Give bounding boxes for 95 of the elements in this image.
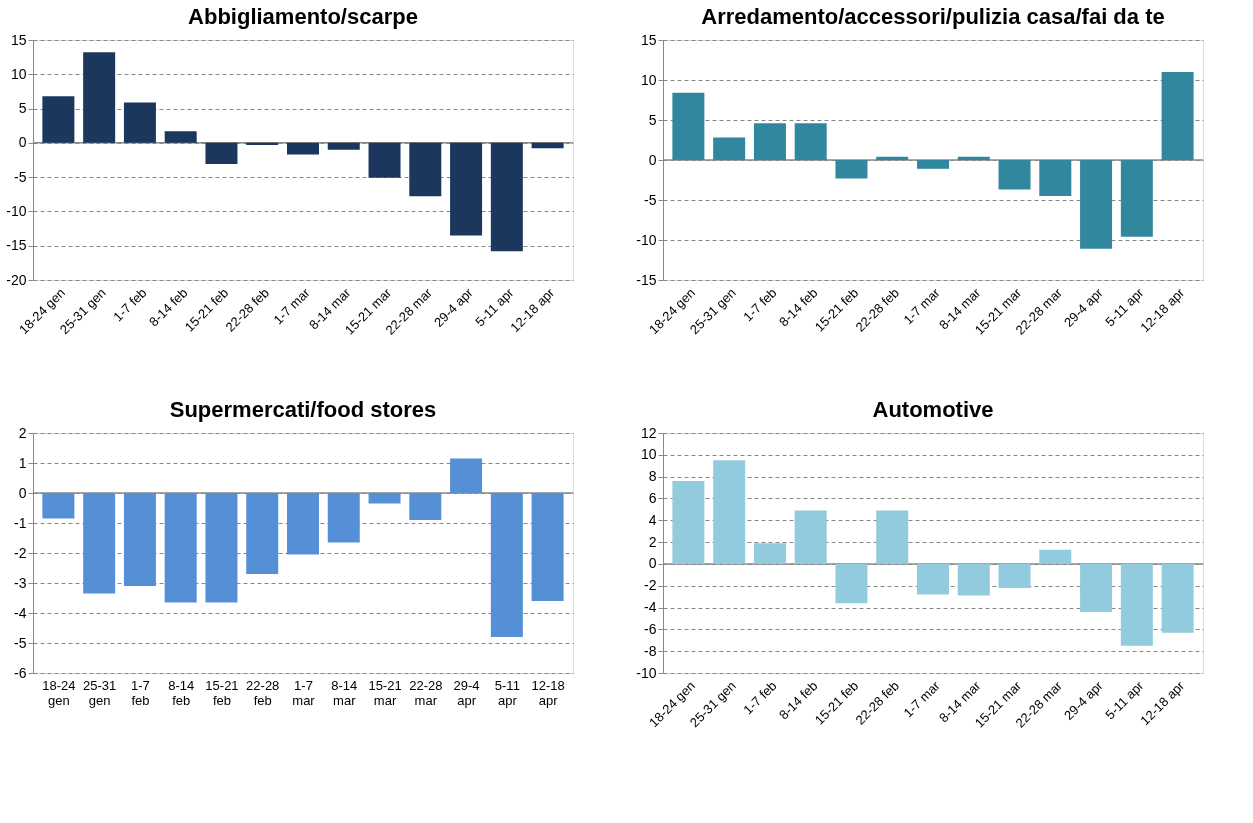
y-tick-label: -6 (644, 620, 657, 637)
y-tick-label: 0 (648, 555, 657, 572)
bar (368, 142, 401, 178)
y-tick-label: -5 (644, 191, 657, 208)
bar (1120, 160, 1153, 237)
bar (917, 160, 949, 169)
y-tick-label: 1 (18, 454, 27, 471)
x-tick-label: 5-11 apr (494, 677, 520, 708)
bar (998, 160, 1031, 190)
chart-title: Automotive (872, 397, 994, 422)
bar (672, 481, 705, 564)
y-tick-label: 6 (648, 489, 657, 506)
y-tick-label: 5 (648, 111, 657, 128)
x-tick-label: 22-28 mar (409, 677, 443, 708)
bar (1080, 160, 1113, 249)
bar (450, 142, 483, 236)
y-tick-label: 10 (640, 446, 657, 463)
bar (490, 142, 523, 252)
y-tick-label: -20 (6, 271, 27, 288)
x-tick-label: 1-7 feb (131, 677, 150, 708)
bar (164, 131, 197, 143)
y-tick-label: -8 (644, 642, 657, 659)
bar (794, 510, 827, 564)
bar (1080, 563, 1113, 612)
y-tick-label: 15 (640, 31, 657, 48)
bar (327, 142, 360, 150)
bar (753, 543, 786, 564)
y-tick-label: -5 (14, 168, 27, 185)
y-tick-label: 10 (10, 65, 27, 82)
x-tick-label: 1-7 mar (292, 677, 316, 708)
bar (957, 156, 990, 160)
x-tick-label: 25-31 gen (83, 677, 117, 708)
y-tick-label: -10 (6, 202, 27, 219)
bar (713, 137, 746, 160)
bar (753, 123, 786, 160)
bar (205, 142, 238, 165)
x-tick-label: 15-21 feb (205, 677, 239, 708)
bar (1120, 563, 1153, 646)
bar (957, 563, 990, 596)
y-tick-label: -15 (6, 237, 27, 254)
y-tick-label: -10 (636, 231, 657, 248)
y-tick-label: -4 (14, 604, 27, 621)
bar (794, 123, 827, 160)
y-tick-label: -2 (14, 544, 27, 561)
y-tick-label: -5 (14, 634, 27, 651)
y-tick-label: -2 (644, 577, 657, 594)
y-tick-label: 0 (648, 151, 657, 168)
chart-title: Arredamento/accessori/pulizia casa/fai da te (701, 4, 1165, 29)
y-tick-label: 0 (18, 484, 27, 501)
bar (672, 92, 705, 160)
x-tick-label: 12-18 apr (531, 677, 565, 708)
bar (1161, 72, 1194, 160)
x-tick-label: 22-28 feb (246, 677, 280, 708)
x-tick-label: 8-14 feb (168, 677, 195, 708)
x-tick-label: 1-7 feb (740, 285, 780, 325)
y-tick-label: 2 (648, 533, 657, 550)
y-tick-label: 2 (18, 424, 27, 441)
y-tick-label: -6 (14, 664, 27, 681)
bar (998, 563, 1031, 588)
y-tick-label: 12 (640, 424, 657, 441)
x-tick-label: 15-21 mar (368, 677, 402, 708)
bar (713, 460, 746, 564)
bar (1039, 160, 1072, 196)
y-tick-label: 10 (640, 71, 657, 88)
bar (835, 563, 868, 604)
bar (83, 52, 116, 143)
bar (835, 160, 868, 179)
bar (287, 142, 319, 155)
bar (1161, 563, 1194, 633)
y-tick-label: 15 (10, 31, 27, 48)
chart-title: Supermercati/food stores (169, 397, 437, 422)
x-tick-label: 29-4 apr (453, 677, 480, 708)
y-tick-label: 5 (18, 100, 27, 117)
y-tick-label: -4 (644, 599, 657, 616)
y-tick-label: -15 (636, 271, 657, 288)
bar (917, 563, 949, 595)
y-tick-label: 4 (648, 511, 657, 528)
bar (123, 102, 156, 143)
bar (409, 142, 442, 197)
bar (246, 142, 279, 145)
y-tick-label: 8 (648, 468, 657, 485)
y-tick-label: 0 (18, 134, 27, 151)
bar (531, 142, 564, 149)
x-tick-label: 1-7 feb (110, 285, 150, 325)
y-tick-label: -3 (14, 574, 27, 591)
bar (1039, 549, 1072, 564)
chart-title: Abbigliamento/scarpe (188, 4, 418, 29)
x-tick-label: 1-7 feb (740, 678, 780, 718)
bar (42, 96, 75, 143)
y-tick-label: -10 (636, 664, 657, 681)
bar (876, 510, 909, 564)
x-tick-label: 18-24 gen (42, 677, 76, 708)
x-tick-label: 8-14 mar (331, 677, 358, 708)
y-tick-label: -1 (14, 514, 27, 531)
bar (876, 156, 909, 160)
